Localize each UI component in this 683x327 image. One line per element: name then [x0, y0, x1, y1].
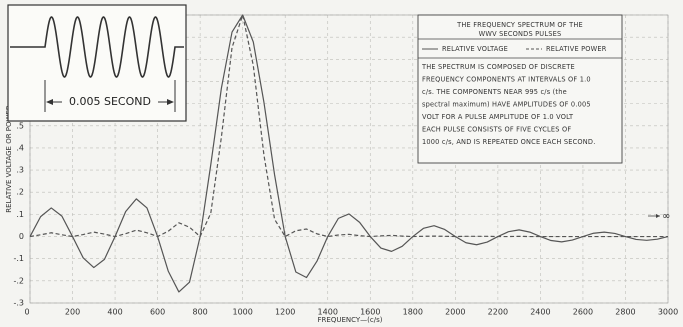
description-line: spectral maximum) HAVE AMPLITUDES OF 0.0…	[422, 101, 591, 109]
y-tick-label: .3	[16, 166, 24, 175]
waveform	[10, 16, 184, 78]
y-axis-label: RELATIVE VOLTAGE OR POWER	[5, 105, 13, 213]
x-tick-label: 2600	[573, 308, 593, 317]
x-tick-label: 600	[150, 308, 165, 317]
annotation: ∞	[662, 211, 670, 222]
y-tick-label: 0	[19, 232, 24, 241]
y-tick-label: .2	[16, 188, 24, 197]
inset: 0.005 SECOND	[7, 4, 187, 122]
x-tick-label: 200	[65, 308, 80, 317]
x-tick-label: 1000	[232, 308, 252, 317]
x-tick-label: 2400	[530, 308, 550, 317]
x-tick-label: 3000	[658, 308, 678, 317]
x-tick-label: 400	[107, 308, 122, 317]
inset-arrowhead	[46, 99, 53, 105]
inset-label-bg	[62, 95, 158, 109]
y-tick-label: .1	[16, 210, 24, 219]
x-tick-label: 0	[24, 308, 29, 317]
x-tick-label: 1800	[403, 308, 423, 317]
x-tick-label: 1200	[275, 308, 295, 317]
x-tick-label: 1400	[318, 308, 338, 317]
series-line	[29, 14, 668, 238]
plot-frame	[29, 14, 669, 304]
description-line: EACH PULSE CONSISTS OF FIVE CYCLES OF	[422, 126, 571, 134]
y-tick-label: -.1	[13, 254, 24, 263]
description-line: THE SPECTRUM IS COMPOSED OF DISCRETE	[421, 63, 575, 71]
x-tick-label: 2000	[445, 308, 465, 317]
inset-arrowhead	[167, 99, 174, 105]
x-tick-label: 2800	[615, 308, 635, 317]
x-tick-label: 1600	[360, 308, 380, 317]
y-tick-label: -.2	[13, 276, 24, 285]
x-axis-label: FREQUENCY—(c/s)	[318, 316, 383, 324]
annotation-arrowhead	[656, 214, 660, 218]
x-tick-label: 2200	[488, 308, 508, 317]
legend-box	[417, 14, 623, 164]
legend-label: RELATIVE POWER	[546, 45, 607, 53]
description-line: FREQUENCY COMPONENTS AT INTERVALS OF 1.0	[422, 76, 591, 84]
inset-label: 0.005 SECOND	[69, 95, 151, 108]
y-tick-label: .4	[16, 143, 24, 152]
series-line	[29, 14, 669, 293]
description-line: c/s. THE COMPONENTS NEAR 995 c/s (the	[422, 88, 567, 96]
legend-label: RELATIVE VOLTAGE	[442, 45, 508, 53]
chart-title: WWV SECONDS PULSES	[479, 30, 562, 38]
y-tick-label: .5	[16, 121, 24, 130]
description-line: 1000 c/s, AND IS REPEATED ONCE EACH SECO…	[422, 138, 596, 146]
x-tick-label: 800	[192, 308, 207, 317]
description-line: VOLT FOR A PULSE AMPLITUDE OF 1.0 VOLT	[422, 113, 574, 121]
y-tick-label: -.3	[13, 299, 24, 308]
chart-title: THE FREQUENCY SPECTRUM OF THE	[456, 21, 583, 29]
